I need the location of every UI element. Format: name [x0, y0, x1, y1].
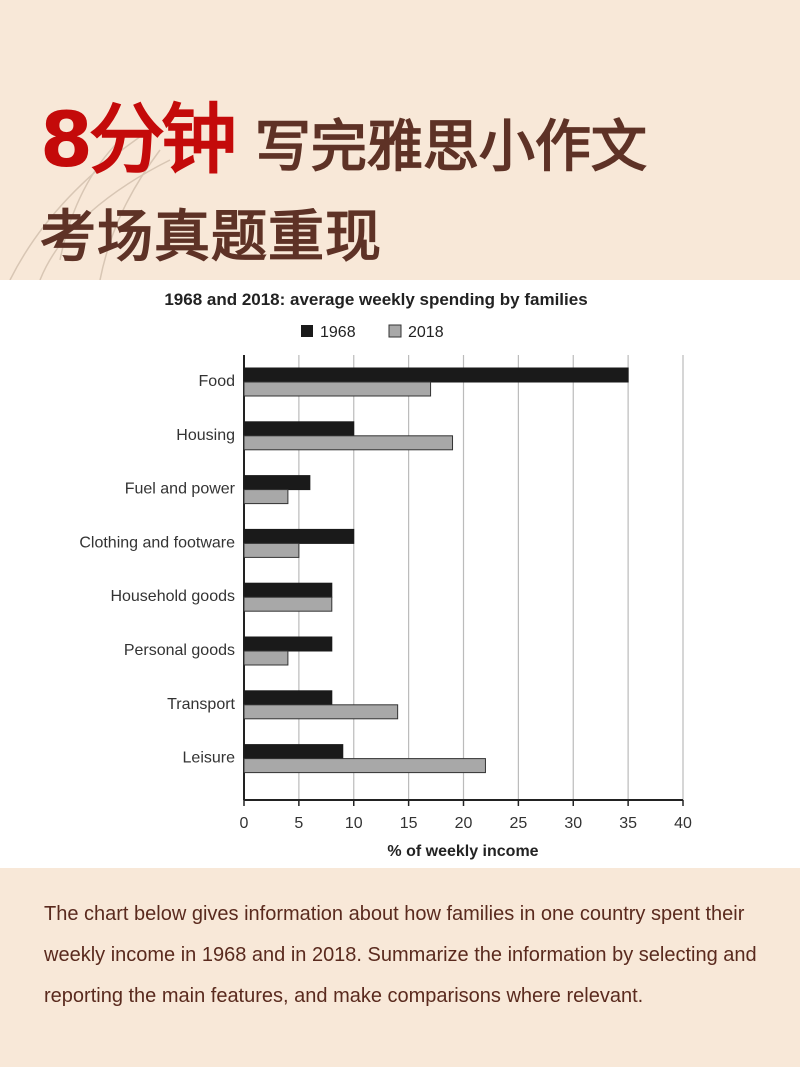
chart-panel: 1968 and 2018: average weekly spending b… — [0, 280, 800, 868]
bar-2018 — [243, 704, 399, 720]
x-tick-label: 20 — [455, 815, 473, 832]
legend-swatch-1968 — [301, 325, 313, 337]
bar-chart: 1968 and 2018: average weekly spending b… — [79, 290, 692, 860]
x-tick-label: 10 — [345, 815, 363, 832]
bar-1968 — [243, 367, 629, 383]
bar-1968 — [243, 475, 311, 491]
bar-1968 — [243, 690, 333, 706]
bar-2018 — [243, 650, 289, 666]
bar-1968 — [243, 582, 333, 598]
category-label: Leisure — [183, 750, 236, 767]
x-tick-label: 25 — [509, 815, 527, 832]
bar-2018 — [243, 489, 289, 505]
bar-2018 — [243, 542, 300, 558]
bar-2018 — [243, 381, 432, 397]
bar-2018 — [243, 758, 486, 774]
x-tick-label: 40 — [674, 815, 692, 832]
x-tick-label: 5 — [294, 815, 303, 832]
x-tick-label: 15 — [400, 815, 418, 832]
bar-1968 — [243, 528, 355, 544]
legend: 1968 2018 — [301, 324, 444, 341]
legend-swatch-2018 — [388, 324, 402, 338]
bar-2018 — [243, 596, 333, 612]
bar-2018 — [243, 435, 454, 451]
category-label: Personal goods — [124, 642, 235, 659]
headline-title: 写完雅思小作文 — [254, 115, 647, 180]
headline-highlight: 8分钟 — [40, 95, 237, 184]
category-label: Housing — [176, 427, 235, 444]
bar-1968 — [243, 744, 344, 760]
x-axis-label: % of weekly income — [387, 843, 538, 860]
headline-subtitle: 考场真题重现 — [40, 205, 382, 270]
headline: 8分钟 写完雅思小作文 — [40, 78, 647, 188]
legend-label-2018: 2018 — [408, 324, 444, 341]
task-description: The chart below gives information about … — [44, 903, 757, 1007]
legend-label-1968: 1968 — [320, 324, 356, 341]
category-label: Clothing and footware — [79, 534, 235, 551]
category-label: Household goods — [110, 588, 235, 605]
category-label: Fuel and power — [125, 481, 236, 498]
x-tick-label: 0 — [240, 815, 249, 832]
x-tick-label: 30 — [564, 815, 582, 832]
bar-1968 — [243, 421, 355, 437]
leaf-decoration — [9, 130, 171, 280]
category-label: Food — [199, 373, 235, 390]
bar-1968 — [243, 636, 333, 652]
category-label: Transport — [167, 696, 235, 713]
chart-title: 1968 and 2018: average weekly spending b… — [164, 290, 587, 309]
x-tick-label: 35 — [619, 815, 637, 832]
